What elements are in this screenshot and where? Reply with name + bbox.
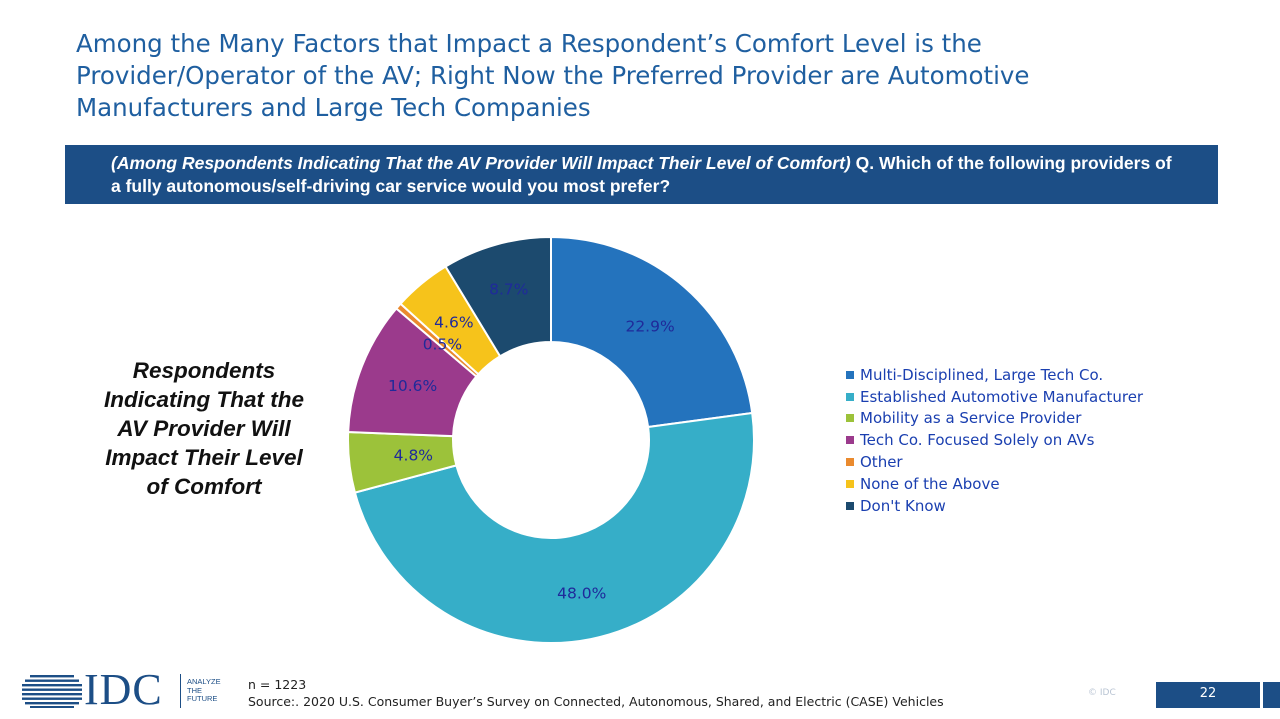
question-banner: (Among Respondents Indicating That the A… (65, 145, 1218, 204)
title-line-3: Manufacturers and Large Tech Companies (76, 93, 591, 122)
logo-tagline: ANALYZE THE FUTURE (187, 677, 221, 704)
data-label-multi-disciplined-large-tech-co: 22.9% (625, 318, 674, 336)
copyright: © IDC (1088, 688, 1116, 698)
slice-established-automotive-manufacturer (353, 411, 755, 644)
legend-swatch (846, 458, 854, 467)
logo-tagline-line: THE (187, 685, 202, 695)
logo-divider (180, 674, 181, 708)
legend-label: Multi-Disciplined, Large Tech Co. (860, 365, 1104, 384)
legend-label: Established Automotive Manufacturer (860, 387, 1144, 406)
data-label-mobility-as-a-service-provider: 4.8% (394, 446, 433, 464)
legend-item-mobility-as-a-service-provider: Mobility as a Service Provider (846, 408, 1143, 430)
legend-swatch (846, 479, 854, 488)
legend-item-don-t-know: Don't Know (846, 495, 1143, 517)
legend-label: Don't Know (860, 496, 946, 515)
page-bar-accent (1263, 682, 1280, 708)
slice-multi-disciplined-large-tech-co (550, 235, 754, 429)
legend-label: Tech Co. Focused Solely on AVs (860, 431, 1095, 450)
footnote: n = 1223 Source:. 2020 U.S. Consumer Buy… (248, 676, 944, 710)
question-qualifier: (Among Respondents Indicating That the A… (111, 153, 851, 173)
legend-swatch (846, 370, 854, 379)
legend-label: Other (860, 453, 903, 472)
idc-globe-icon (22, 675, 82, 708)
data-label-established-automotive-manufacturer: 48.0% (557, 584, 606, 602)
chart-legend: Multi-Disciplined, Large Tech Co. Establi… (846, 364, 1143, 517)
page-title: Among the Many Factors that Impact a Res… (76, 28, 1176, 124)
legend-swatch (846, 501, 854, 510)
legend-item-tech-co-focused-solely-on-avs: Tech Co. Focused Solely on AVs (846, 429, 1143, 451)
legend-item-established-automotive-manufacturer: Established Automotive Manufacturer (846, 386, 1143, 408)
logo-tagline-line: ANALYZE (187, 677, 221, 686)
legend-swatch (846, 414, 854, 423)
question-text: Q. Which of the following providers of a… (111, 153, 1172, 196)
data-label-none-of-the-above: 4.6% (434, 313, 473, 331)
legend-swatch (846, 392, 854, 401)
legend-label: None of the Above (860, 474, 1000, 493)
source-note: Source:. 2020 U.S. Consumer Buyer’s Surv… (248, 694, 944, 709)
logo-tagline-line: FUTURE (187, 694, 218, 703)
idc-logo-text: IDC (84, 665, 163, 714)
data-label-tech-co-focused-solely-on-avs: 10.6% (388, 377, 437, 395)
data-label-don-t-know: 8.7% (489, 280, 528, 298)
legend-item-other: Other (846, 451, 1143, 473)
title-line-2: Provider/Operator of the AV; Right Now t… (76, 61, 1030, 90)
page-number: 22 (1156, 682, 1260, 708)
legend-label: Mobility as a Service Provider (860, 409, 1082, 428)
sample-size: n = 1223 (248, 677, 307, 692)
legend-swatch (846, 436, 854, 445)
legend-item-multi-disciplined-large-tech-co: Multi-Disciplined, Large Tech Co. (846, 364, 1143, 386)
title-line-1: Among the Many Factors that Impact a Res… (76, 29, 982, 58)
data-label-other: 0.5% (423, 336, 462, 354)
side-label: Respondents Indicating That the AV Provi… (104, 358, 304, 499)
legend-item-none-of-the-above: None of the Above (846, 473, 1143, 495)
idc-logo: IDC ANALYZE THE FUTURE (22, 665, 232, 714)
slice-don-t-know (444, 235, 552, 358)
